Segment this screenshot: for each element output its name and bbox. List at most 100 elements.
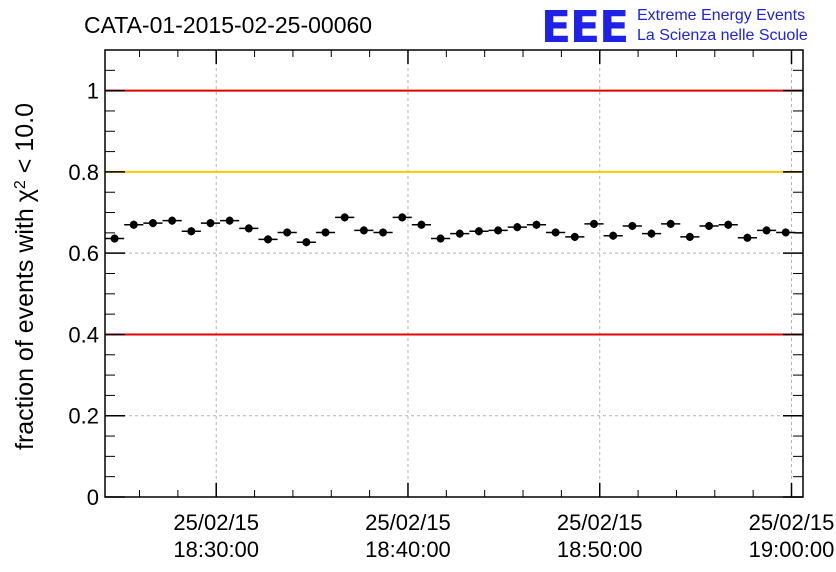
point-marker (340, 213, 349, 222)
data-point (220, 216, 240, 225)
point-marker (762, 226, 771, 235)
plot-frame (104, 49, 804, 498)
point-marker (129, 220, 138, 229)
x-tick-date-label: 25/02/15 (365, 510, 451, 535)
point-marker (417, 220, 426, 229)
point-marker (570, 232, 579, 241)
point-marker (302, 238, 311, 247)
point-marker (244, 224, 253, 233)
point-marker (148, 219, 157, 228)
data-point (258, 235, 278, 244)
logo-line-2: La Scienza nelle Scuole (637, 27, 808, 44)
y-tick-label: 0.2 (68, 404, 99, 429)
x-tick-time-label: 18:40:00 (365, 537, 451, 562)
point-marker (321, 228, 330, 237)
point-marker (628, 221, 637, 230)
axis-ticks (105, 49, 803, 498)
point-marker (494, 226, 503, 235)
data-point (526, 220, 547, 229)
y-tick-label: 1 (87, 79, 99, 104)
y-tick-label: 0.4 (68, 322, 99, 347)
point-marker (110, 234, 119, 243)
y-tick-label: 0.6 (68, 241, 99, 266)
data-point (622, 221, 642, 231)
point-marker (283, 228, 292, 237)
point-marker (743, 233, 752, 242)
point-marker (206, 219, 215, 228)
logo-line-1: Extreme Energy Events (637, 7, 805, 24)
data-point (181, 227, 201, 236)
data-point (584, 219, 604, 228)
data-points (105, 213, 803, 247)
logo-letters: EEE (541, 2, 628, 53)
data-point (661, 219, 681, 228)
data-point (200, 219, 221, 228)
point-marker (168, 216, 177, 225)
point-marker (666, 219, 675, 228)
data-point (488, 226, 508, 235)
data-point (718, 220, 738, 229)
point-marker (359, 226, 368, 235)
data-point (162, 216, 182, 225)
data-point (124, 220, 144, 229)
data-point (430, 234, 451, 243)
y-axis-title: fraction of events with χ2 < 10.0 (11, 103, 39, 450)
point-marker (724, 220, 733, 229)
data-point (565, 232, 585, 241)
data-point (450, 229, 470, 238)
data-point (105, 234, 125, 243)
data-point (335, 213, 355, 222)
point-marker (513, 223, 522, 232)
y-axis-title-exponent: 2 (12, 180, 29, 189)
data-point (373, 228, 393, 237)
point-marker (187, 227, 196, 236)
point-marker (474, 227, 483, 236)
data-point (296, 238, 316, 247)
x-tick-time-label: 18:50:00 (557, 537, 643, 562)
point-marker (532, 220, 541, 229)
point-marker (781, 228, 790, 237)
point-marker (263, 235, 272, 244)
eee-logo: EEE Extreme Energy Events La Scienza nel… (541, 2, 808, 53)
tick-labels: 00.20.40.60.8125/02/1518:30:0025/02/1518… (68, 79, 834, 562)
reference-lines (105, 89, 803, 336)
point-marker (609, 231, 618, 240)
y-axis-title-prefix: fraction of events with (11, 208, 39, 450)
x-tick-date-label: 25/02/15 (749, 510, 835, 535)
point-marker (685, 232, 694, 241)
point-marker (436, 234, 445, 243)
point-marker (398, 213, 407, 222)
y-axis-title-symbol: χ (11, 189, 39, 202)
point-marker (647, 229, 656, 238)
y-tick-label: 0.8 (68, 160, 99, 185)
chart-title: CATA-01-2015-02-25-00060 (84, 12, 372, 38)
data-point (354, 226, 374, 235)
data-point (699, 221, 719, 231)
data-point (411, 220, 431, 229)
point-marker (455, 229, 464, 238)
data-point (756, 226, 777, 235)
data-point (239, 224, 259, 233)
x-tick-date-label: 25/02/15 (173, 510, 259, 535)
point-marker (705, 221, 714, 230)
data-point (680, 232, 700, 241)
data-point (143, 219, 163, 228)
grid-lines (105, 50, 803, 498)
x-tick-time-label: 19:00:00 (749, 537, 835, 562)
data-point (603, 231, 623, 240)
point-marker (379, 228, 388, 237)
data-point (469, 227, 489, 236)
point-marker (225, 216, 234, 225)
point-marker (551, 228, 560, 237)
data-point (546, 228, 566, 237)
y-tick-label: 0 (87, 485, 99, 510)
data-point (507, 223, 527, 232)
x-tick-date-label: 25/02/15 (557, 510, 643, 535)
data-point (737, 233, 757, 242)
point-marker (589, 219, 598, 228)
data-point (776, 228, 796, 237)
data-point (641, 229, 662, 238)
y-axis-title-suffix: < 10.0 (11, 103, 39, 180)
data-point (277, 228, 297, 237)
